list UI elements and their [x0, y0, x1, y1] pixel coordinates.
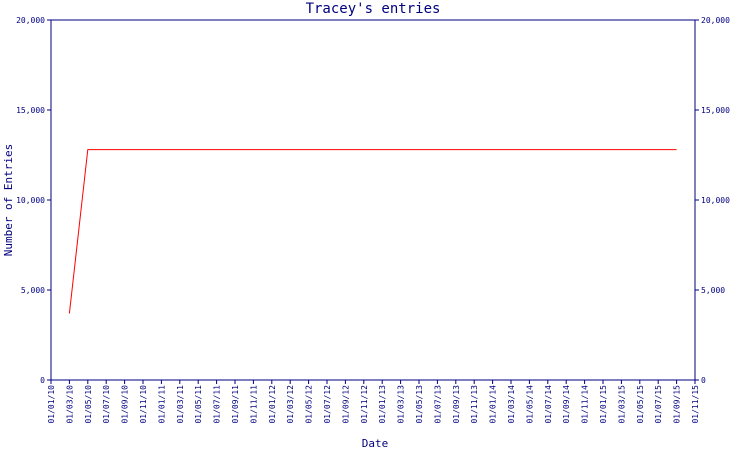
x-tick-label: 01/01/14 [489, 385, 498, 424]
x-tick-label: 01/11/11 [249, 385, 258, 424]
x-tick-label: 01/07/13 [433, 385, 442, 424]
x-tick-label: 01/07/10 [102, 385, 111, 424]
x-tick-label: 01/11/12 [360, 385, 369, 424]
y2-tick-label: 10,000 [701, 196, 730, 205]
y2-tick-label: 5,000 [701, 286, 725, 295]
x-tick-label: 01/05/10 [84, 385, 93, 424]
x-tick-label: 01/03/15 [617, 385, 626, 424]
x-tick-label: 01/11/10 [139, 385, 148, 424]
x-tick-label: 01/11/15 [691, 385, 700, 424]
x-tick-label: 01/09/13 [452, 385, 461, 424]
y-tick-label: 20,000 [16, 16, 45, 25]
y-tick-label: 0 [40, 376, 45, 385]
x-tick-label: 01/09/14 [562, 385, 571, 424]
x-tick-label: 01/09/12 [341, 385, 350, 424]
x-tick-label: 01/09/15 [673, 385, 682, 424]
x-tick-label: 01/05/11 [194, 385, 203, 424]
x-axis-label: Date [362, 437, 389, 450]
x-tick-label: 01/05/13 [415, 385, 424, 424]
x-tick-label: 01/07/14 [544, 385, 553, 424]
x-tick-label: 01/03/14 [507, 385, 516, 424]
plot-frame [50, 19, 696, 381]
x-tick-label: 01/01/15 [599, 385, 608, 424]
y-tick-label: 10,000 [16, 196, 45, 205]
y-tick-label: 5,000 [21, 286, 45, 295]
x-tick-label: 01/07/12 [323, 385, 332, 424]
y2-tick-label: 0 [701, 376, 706, 385]
x-tick-label: 01/07/11 [213, 385, 222, 424]
x-tick-label: 01/01/13 [378, 385, 387, 424]
chart-title: Tracey's entries [306, 1, 441, 17]
x-tick-label: 01/03/13 [397, 385, 406, 424]
y2-tick-label: 15,000 [701, 106, 730, 115]
x-tick-label: 01/11/13 [470, 385, 479, 424]
x-tick-label: 01/03/10 [65, 385, 74, 424]
x-tick-label: 01/09/10 [121, 385, 130, 424]
x-tick-label: 01/03/11 [176, 385, 185, 424]
data-line [68, 149, 677, 314]
x-tick-label: 01/11/14 [581, 385, 590, 424]
x-tick-label: 01/03/12 [286, 385, 295, 424]
x-tick-label: 01/01/11 [157, 385, 166, 424]
x-tick-label: 01/01/12 [268, 385, 277, 424]
x-tick-label: 01/01/10 [47, 385, 56, 424]
y-axis-label: Number of Entries [2, 144, 15, 257]
x-tick-label: 01/05/15 [636, 385, 645, 424]
y-tick-label: 15,000 [16, 106, 45, 115]
x-tick-label: 01/09/11 [231, 385, 240, 424]
x-tick-label: 01/07/15 [654, 385, 663, 424]
x-tick-label: 01/05/14 [525, 385, 534, 424]
x-tick-label: 01/05/12 [305, 385, 314, 424]
y2-tick-label: 20,000 [701, 16, 730, 25]
